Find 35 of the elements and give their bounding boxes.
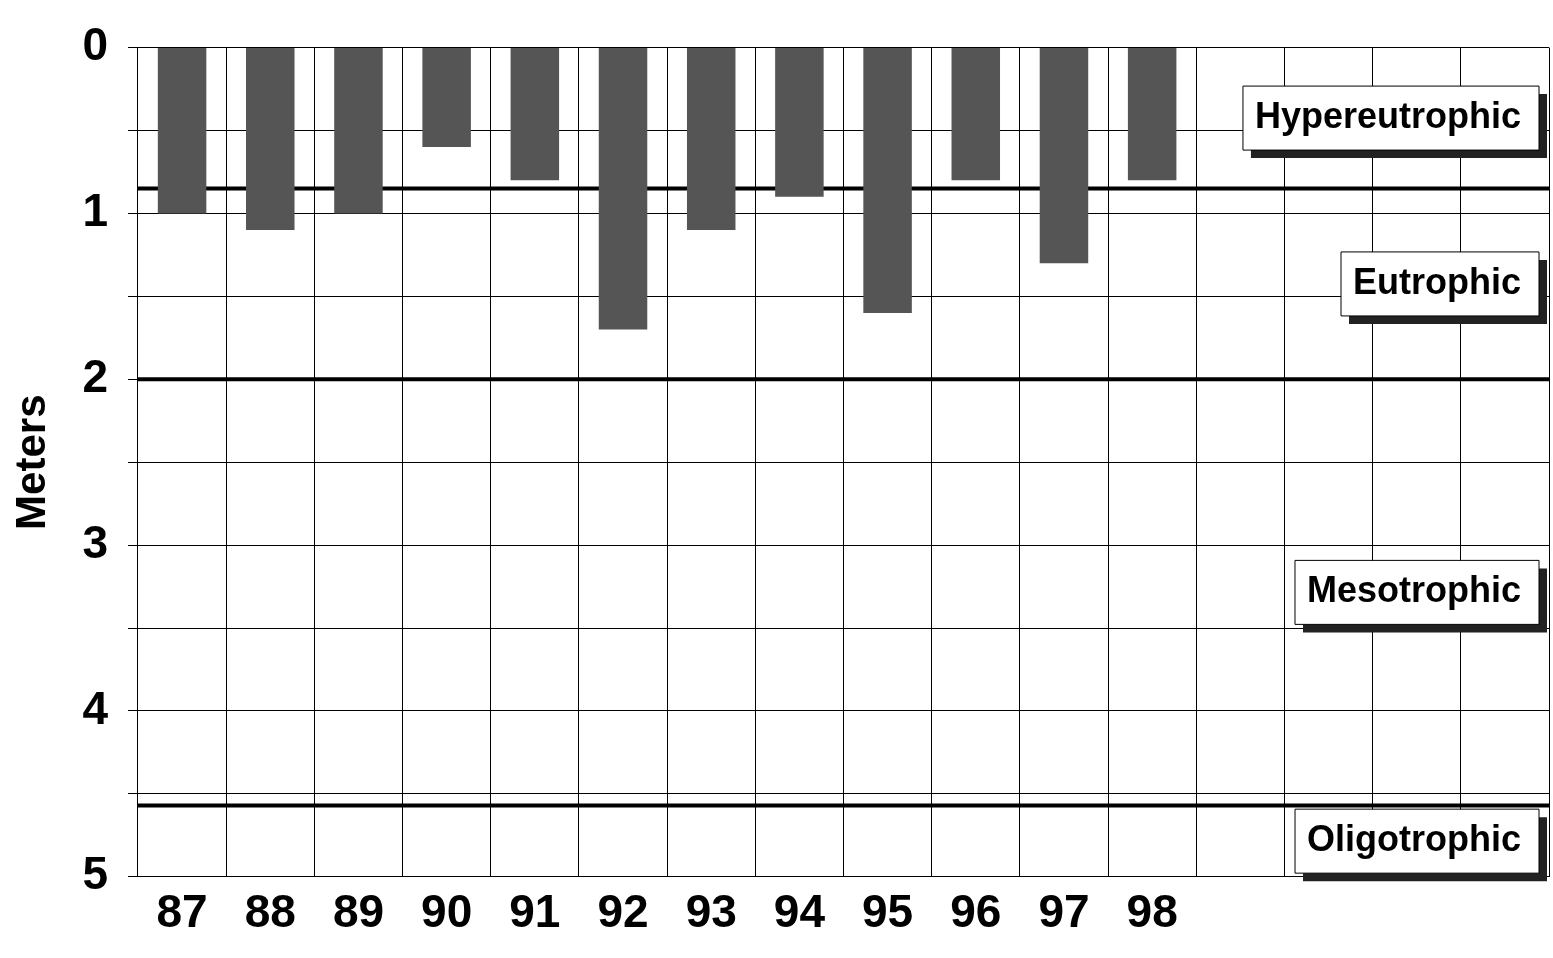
x-tick-label: 93 bbox=[685, 885, 737, 938]
y-tick-label: 5 bbox=[82, 847, 108, 900]
bar bbox=[510, 48, 560, 181]
y-axis-title: Meters bbox=[6, 394, 54, 530]
bar bbox=[951, 48, 1001, 181]
x-tick-label: 89 bbox=[332, 885, 385, 938]
x-tick-label: 94 bbox=[773, 885, 826, 938]
bar bbox=[863, 48, 912, 313]
annotation: Hypereutrophic bbox=[1254, 95, 1521, 136]
bar bbox=[1039, 48, 1089, 264]
x-tick-label: 88 bbox=[244, 885, 296, 938]
annotation: Oligotrophic bbox=[1307, 818, 1522, 860]
bar bbox=[775, 48, 824, 197]
x-tick-label: 87 bbox=[156, 885, 208, 938]
bar bbox=[686, 48, 736, 231]
bar bbox=[157, 48, 207, 214]
x-tick-label: 97 bbox=[1038, 885, 1090, 938]
x-tick-label: 96 bbox=[950, 885, 1002, 938]
y-tick-label: 1 bbox=[82, 184, 108, 237]
bar bbox=[246, 48, 295, 231]
x-tick-label: 95 bbox=[862, 885, 914, 938]
y-tick-label: 4 bbox=[82, 681, 109, 734]
y-tick-label: 2 bbox=[82, 349, 108, 402]
bar bbox=[598, 48, 648, 330]
bar bbox=[334, 48, 383, 214]
annotation: Eutrophic bbox=[1353, 260, 1522, 302]
bar bbox=[1127, 48, 1177, 181]
y-tick-label: 0 bbox=[82, 18, 108, 71]
x-tick-label: 98 bbox=[1126, 885, 1178, 938]
bar bbox=[422, 48, 471, 148]
x-tick-label: 90 bbox=[421, 885, 473, 938]
y-tick-label: 3 bbox=[82, 515, 108, 568]
x-tick-label: 91 bbox=[509, 885, 561, 938]
x-tick-label: 92 bbox=[597, 885, 649, 938]
annotation: Mesotrophic bbox=[1306, 569, 1521, 611]
